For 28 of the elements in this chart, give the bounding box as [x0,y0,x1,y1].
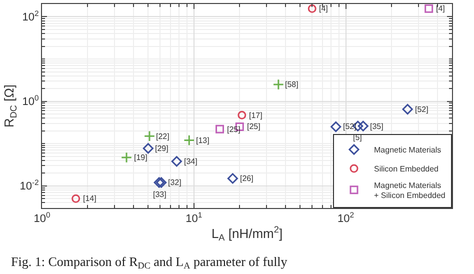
x-tick-label: 10$^{2}$ [338,210,354,226]
annotation: [14] [83,194,96,203]
annotation: [25] [227,125,240,134]
annotation: [52] [415,105,428,114]
annotation: [58] [285,80,298,89]
legend-label: Silicon Embedded [374,164,438,174]
annotation: [4] [319,4,328,13]
caption: Fig. 1: Comparison of R$_{DC}$ and L$_{A}$ parameter of fully [11,254,288,271]
annotation: [35] [370,122,384,131]
annotation: [25] [247,122,260,131]
annotation: [33] [153,190,166,199]
x-axis-title: L$_{A}$ [nH/mm$^{2}$] [211,224,283,243]
annotation: [34] [184,157,198,166]
legend-label: Magnetic Materials + Silicon Embedded [374,180,446,200]
x-tick-label: 10$^{0}$ [34,210,50,226]
annotation: [4] [436,4,445,13]
annotation: [29] [155,144,168,153]
legend-label: Magnetic Materials [374,146,442,155]
y-tick-label: 10$^{2}$ [22,8,39,24]
y-tick-label: 10$^{-2}$ [20,178,39,193]
annotation: [26] [240,174,254,183]
annotation: [19] [134,153,148,162]
y-tick-label: 10$^{0}$ [22,94,39,108]
annotation: [32] [168,178,182,187]
annotation: [13] [196,136,210,145]
annotation: [22] [156,132,170,141]
annotation: [17] [249,111,262,120]
x-tick-label: 10$^{1}$ [186,210,202,226]
